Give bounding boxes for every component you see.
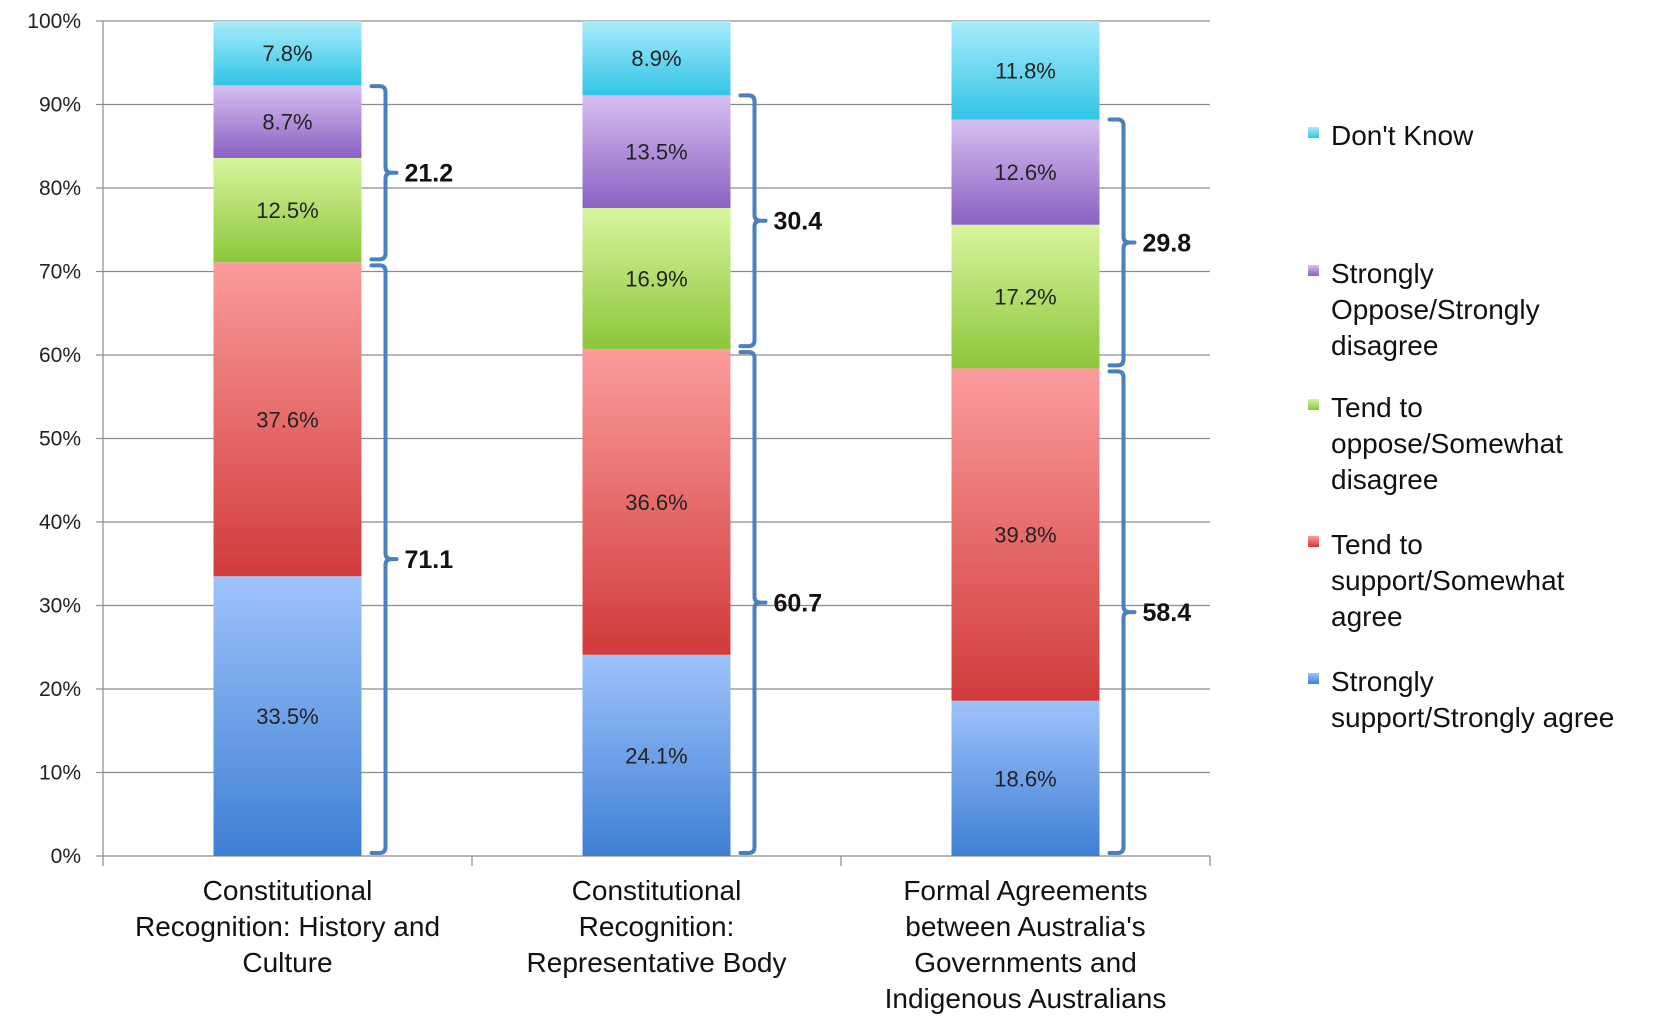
legend-swatch — [1308, 536, 1319, 547]
bar-segment — [951, 700, 1100, 856]
curly-brace — [738, 350, 768, 855]
bars: 33.5% 37.6% 12.5% 8.7% 7.8% 24.1% 36.6% 16.9% 13… — [213, 21, 1100, 856]
x-category-label: Formal Agreements between Australia's Gove… — [885, 875, 1167, 1014]
legend-label: Strongly support/Strongly agree — [1331, 666, 1614, 733]
curly-brace — [738, 93, 768, 349]
y-tick-label: 90% — [39, 94, 81, 117]
y-tick-label: 40% — [39, 511, 81, 534]
x-category-label: Constitutional Recognition: Representative… — [527, 875, 787, 978]
legend-swatch — [1308, 127, 1319, 138]
y-tick-label: 100% — [27, 10, 81, 33]
data-label: 11.8% — [995, 58, 1056, 83]
y-tick-label: 80% — [39, 177, 81, 200]
legend-label: Don't Know — [1331, 120, 1474, 151]
curly-brace — [369, 84, 399, 262]
x-category-label: Constitutional Recognition: History and Cu… — [135, 875, 440, 978]
y-tick-label: 60% — [39, 344, 81, 367]
legend-label: Strongly Oppose/Strongly disagree — [1331, 258, 1540, 361]
legend-label: Tend to support/Somewhat agree — [1331, 529, 1565, 632]
data-label: 39.8% — [994, 523, 1056, 548]
bar-segment — [951, 21, 1100, 120]
data-label: 12.6% — [994, 160, 1056, 185]
bar-segment — [213, 576, 362, 856]
data-label: 8.9% — [631, 46, 681, 71]
y-tick-label: 0% — [51, 845, 81, 868]
data-label: 18.6% — [994, 766, 1056, 791]
data-label: 24.1% — [625, 743, 687, 768]
data-label: 36.6% — [625, 490, 687, 515]
bar-segment — [951, 224, 1100, 369]
data-label: 17.2% — [994, 285, 1056, 310]
bar-segment — [582, 95, 731, 209]
y-tick-label: 50% — [39, 428, 81, 451]
y-tick-label: 20% — [39, 678, 81, 701]
bar-segment — [582, 349, 731, 655]
data-label: 13.5% — [625, 140, 687, 165]
legend-swatch — [1308, 265, 1319, 276]
legend-swatch — [1308, 673, 1319, 684]
data-label: 8.7% — [262, 110, 312, 135]
bar-segment — [582, 654, 731, 856]
brace-value-label: 71.1 — [405, 546, 454, 574]
bar-segment — [213, 21, 362, 86]
data-label: 7.8% — [262, 41, 312, 66]
bracket-annotations: 71.1 21.2 60.7 30.4 58.4 29.8 — [369, 84, 1192, 855]
brace-value-label: 29.8 — [1143, 229, 1192, 257]
axes: 0% 10% 20% 30% 40% 50% 60% 70% 80% 90% 100% Constit… — [27, 10, 1211, 1014]
brace-value-label: 60.7 — [774, 590, 823, 618]
y-tick-label: 30% — [39, 595, 81, 618]
bar-segment — [951, 368, 1100, 701]
brace-value-label: 30.4 — [774, 208, 823, 236]
data-label: 37.6% — [256, 407, 318, 432]
legend: Don't Know Strongly Oppose/Strongly disagre… — [1308, 120, 1614, 733]
bar-segment — [951, 119, 1100, 225]
data-label: 12.5% — [256, 198, 318, 223]
legend-swatch — [1308, 399, 1319, 410]
legend-label: Tend to oppose/Somewhat disagree — [1331, 392, 1563, 495]
y-tick-label: 10% — [39, 762, 81, 785]
brace-value-label: 58.4 — [1143, 599, 1192, 627]
bar-segment — [213, 262, 362, 577]
data-label: 16.9% — [625, 267, 687, 292]
bar-segment — [582, 21, 731, 96]
data-label: 33.5% — [256, 704, 318, 729]
brace-value-label: 21.2 — [405, 160, 454, 188]
bar-segment — [213, 157, 362, 263]
bar-segment — [582, 208, 731, 350]
bar-segment — [213, 85, 362, 158]
y-tick-label: 70% — [39, 261, 81, 284]
curly-brace — [369, 263, 399, 855]
curly-brace — [1107, 369, 1137, 855]
curly-brace — [1107, 117, 1137, 368]
